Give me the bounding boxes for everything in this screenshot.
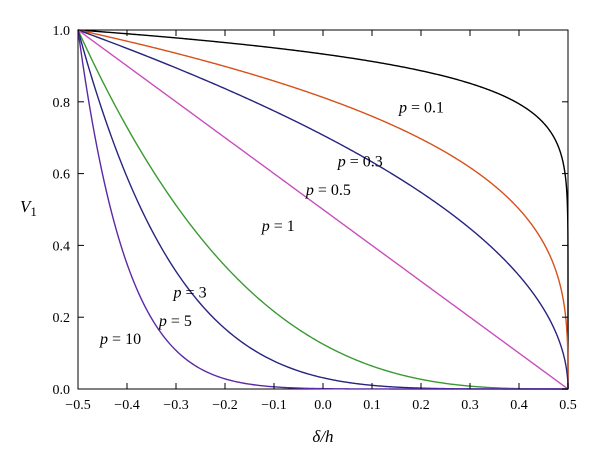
x-tick-label: 0.2 [412, 398, 430, 413]
series-label-value: 5 [184, 313, 192, 330]
y-axis-label: V1 [20, 197, 37, 219]
x-tick-label: −0.5 [65, 398, 90, 413]
series-line-p-0_5 [77, 29, 569, 389]
y-tick-label: 0.8 [53, 96, 71, 111]
y-tick-label: 0.6 [53, 168, 71, 183]
series-label-var: p [173, 284, 182, 301]
x-tick-label: 0.1 [363, 398, 381, 413]
series-label-eq: = [314, 182, 331, 199]
series-label-var: p [337, 153, 346, 170]
x-tick-label: 0.3 [461, 398, 479, 413]
x-tick-label: 0.4 [510, 398, 528, 413]
x-tick-label: −0.3 [163, 398, 188, 413]
x-tick-label: −0.4 [114, 398, 139, 413]
curves [77, 29, 569, 390]
series-label-p-5: p = 5 [158, 313, 192, 330]
y-tick-label: 0.0 [53, 383, 71, 398]
series-label-p-10: p = 10 [99, 331, 141, 348]
series-label-var: p [158, 313, 167, 330]
series-label-p-3: p = 3 [173, 284, 207, 301]
series-label-var: p [99, 331, 108, 348]
series-label-value: 3 [199, 284, 207, 301]
series-label-eq: = [108, 331, 125, 348]
series-label-p-1: p = 1 [261, 218, 295, 235]
series-label-value: 10 [125, 331, 141, 348]
series-label-var: p [261, 218, 270, 235]
ticks: −0.5 −0.4 −0.3 −0.2 −0.1 0.0 0.1 0.2 0.3 0.4 0.5 0.… [53, 24, 577, 413]
y-axis-label-main: V [20, 197, 33, 216]
series-label-p-0_5: p = 0.5 [305, 182, 351, 199]
series-label-value: 0.5 [331, 182, 351, 199]
series-label-var: p [305, 182, 314, 199]
x-tick-label: −0.2 [212, 398, 237, 413]
y-tick-label: 1.0 [53, 24, 71, 39]
series-label-value: 0.1 [424, 100, 444, 117]
y-tick-label: 0.2 [53, 311, 71, 326]
series-label-p-0_3: p = 0.3 [337, 153, 383, 170]
series-label-eq: = [407, 100, 424, 117]
series-label-eq: = [167, 313, 184, 330]
x-tick-label: 0.0 [314, 398, 332, 413]
y-tick-label: 0.4 [53, 239, 71, 254]
series-label-p-0_1: p = 0.1 [398, 100, 444, 117]
y-axis-label-subscript: 1 [30, 204, 37, 219]
series-label-eq: = [270, 218, 287, 235]
series-label-value: 0.3 [363, 153, 383, 170]
annotations: p = 0.1p = 0.3p = 0.5p = 1p = 3p = 5p = … [99, 100, 444, 349]
series-label-var: p [398, 100, 407, 117]
x-axis-label: δ/h [312, 427, 333, 446]
x-tick-label: 0.5 [559, 398, 577, 413]
series-label-eq: = [182, 284, 199, 301]
series-label-eq: = [346, 153, 363, 170]
x-tick-label: −0.1 [261, 398, 286, 413]
series-label-value: 1 [287, 218, 295, 235]
series-line-p-1 [77, 29, 569, 390]
series-line-p-0_1 [77, 29, 569, 389]
